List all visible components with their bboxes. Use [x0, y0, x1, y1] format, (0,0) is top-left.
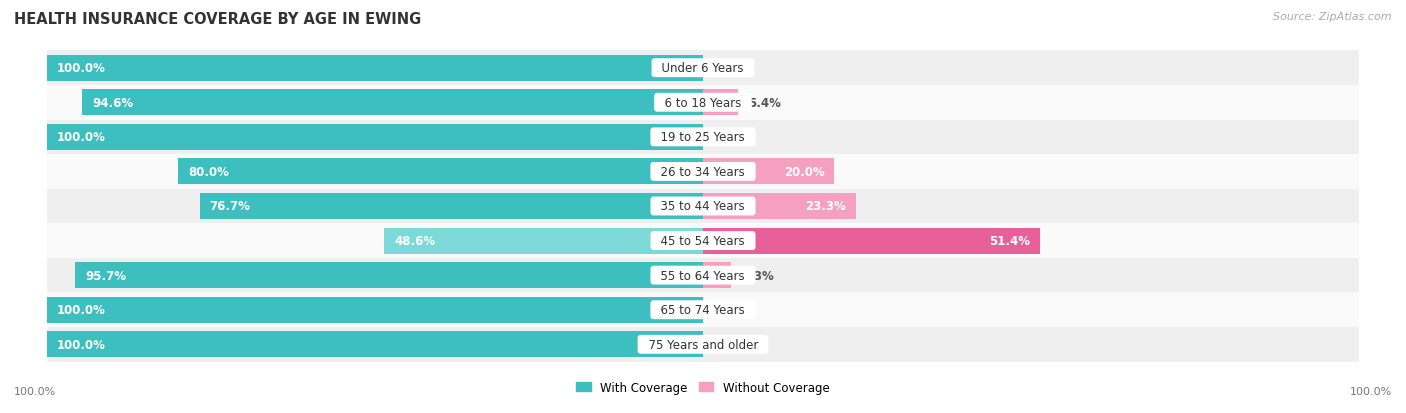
Text: 94.6%: 94.6% [93, 97, 134, 109]
Text: 35 to 44 Years: 35 to 44 Years [654, 200, 752, 213]
Bar [46, 293, 1360, 327]
Text: 48.6%: 48.6% [394, 235, 434, 247]
Bar [384, 228, 703, 254]
Text: Source: ZipAtlas.com: Source: ZipAtlas.com [1274, 12, 1392, 22]
Text: 76.7%: 76.7% [209, 200, 250, 213]
Text: 51.4%: 51.4% [990, 235, 1031, 247]
Bar [703, 90, 738, 116]
Text: 20.0%: 20.0% [783, 166, 824, 178]
Legend: With Coverage, Without Coverage: With Coverage, Without Coverage [572, 376, 834, 399]
Text: 0.0%: 0.0% [713, 62, 745, 75]
Text: 6 to 18 Years: 6 to 18 Years [657, 97, 749, 109]
Bar [83, 90, 703, 116]
Text: 95.7%: 95.7% [84, 269, 127, 282]
Bar [179, 159, 703, 185]
Text: 100.0%: 100.0% [1350, 387, 1392, 396]
Text: 100.0%: 100.0% [56, 304, 105, 316]
Bar [46, 297, 703, 323]
Text: HEALTH INSURANCE COVERAGE BY AGE IN EWING: HEALTH INSURANCE COVERAGE BY AGE IN EWIN… [14, 12, 422, 27]
Bar [703, 228, 1040, 254]
Text: 0.0%: 0.0% [713, 338, 745, 351]
Bar [46, 189, 1360, 224]
Bar [200, 194, 703, 219]
Bar [46, 51, 1360, 86]
Text: 100.0%: 100.0% [56, 338, 105, 351]
Bar [46, 332, 703, 357]
Text: 4.3%: 4.3% [741, 269, 773, 282]
Text: 0.0%: 0.0% [713, 304, 745, 316]
Bar [75, 263, 703, 288]
Bar [46, 86, 1360, 120]
Text: 65 to 74 Years: 65 to 74 Years [654, 304, 752, 316]
Bar [46, 155, 1360, 189]
Bar [46, 120, 1360, 155]
Bar [46, 56, 703, 81]
Bar [46, 125, 703, 150]
Bar [703, 159, 834, 185]
Text: 19 to 25 Years: 19 to 25 Years [654, 131, 752, 144]
Text: 75 Years and older: 75 Years and older [641, 338, 765, 351]
Bar [46, 327, 1360, 362]
Text: 0.0%: 0.0% [713, 131, 745, 144]
Bar [46, 224, 1360, 258]
Text: Under 6 Years: Under 6 Years [655, 62, 751, 75]
Bar [703, 194, 856, 219]
Text: 100.0%: 100.0% [56, 131, 105, 144]
Text: 100.0%: 100.0% [14, 387, 56, 396]
Bar [703, 263, 731, 288]
Text: 100.0%: 100.0% [56, 62, 105, 75]
Text: 55 to 64 Years: 55 to 64 Years [654, 269, 752, 282]
Text: 23.3%: 23.3% [806, 200, 846, 213]
Bar [46, 258, 1360, 293]
Text: 80.0%: 80.0% [188, 166, 229, 178]
Text: 5.4%: 5.4% [748, 97, 782, 109]
Text: 26 to 34 Years: 26 to 34 Years [654, 166, 752, 178]
Text: 45 to 54 Years: 45 to 54 Years [654, 235, 752, 247]
